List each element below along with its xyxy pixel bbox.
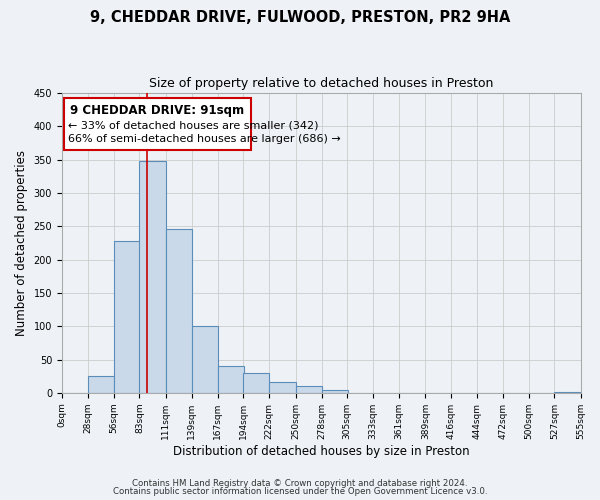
Text: 9, CHEDDAR DRIVE, FULWOOD, PRESTON, PR2 9HA: 9, CHEDDAR DRIVE, FULWOOD, PRESTON, PR2 …: [90, 10, 510, 25]
Bar: [114, 241, 140, 393]
Bar: [218, 366, 244, 393]
Text: Contains public sector information licensed under the Open Government Licence v3: Contains public sector information licen…: [113, 487, 487, 496]
Bar: [88, 376, 114, 393]
Bar: [139, 161, 166, 393]
Y-axis label: Number of detached properties: Number of detached properties: [15, 150, 28, 336]
Text: ← 33% of detached houses are smaller (342): ← 33% of detached houses are smaller (34…: [68, 120, 319, 130]
X-axis label: Distribution of detached houses by size in Preston: Distribution of detached houses by size …: [173, 444, 470, 458]
Title: Size of property relative to detached houses in Preston: Size of property relative to detached ho…: [149, 78, 493, 90]
Text: Contains HM Land Registry data © Crown copyright and database right 2024.: Contains HM Land Registry data © Crown c…: [132, 478, 468, 488]
Bar: [554, 392, 581, 393]
Bar: [166, 229, 192, 393]
Bar: [296, 386, 322, 393]
Bar: [269, 382, 296, 393]
Text: 66% of semi-detached houses are larger (686) →: 66% of semi-detached houses are larger (…: [68, 134, 341, 144]
Bar: [243, 373, 269, 393]
Text: 9 CHEDDAR DRIVE: 91sqm: 9 CHEDDAR DRIVE: 91sqm: [70, 104, 244, 118]
FancyBboxPatch shape: [64, 98, 251, 150]
Bar: [192, 326, 218, 393]
Bar: [322, 390, 348, 393]
